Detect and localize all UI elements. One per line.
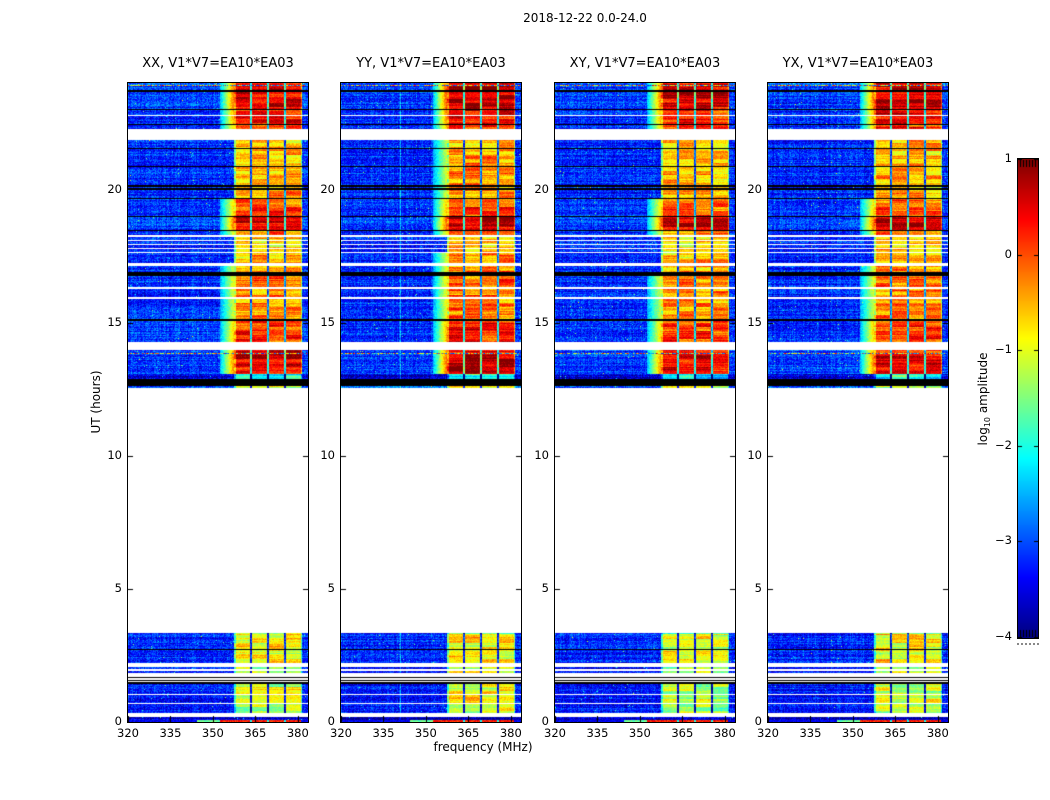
heatmap-canvas-xx — [128, 83, 308, 722]
x-tick-label: 320 — [117, 726, 139, 740]
y-tick-label: 0 — [327, 714, 335, 728]
x-tick-label: 350 — [414, 726, 437, 740]
y-tick-label: 20 — [747, 181, 762, 196]
y-tick-label: 0 — [754, 714, 762, 728]
panel-xy — [554, 82, 736, 723]
x-tick-label: 380 — [286, 726, 309, 740]
colorbar-tick-label: −3 — [995, 533, 1012, 548]
x-tick-label: 335 — [372, 726, 395, 740]
x-tick-label: 365 — [884, 726, 907, 740]
colorbar-label: log10 amplitude — [976, 353, 992, 446]
y-tick-label: 5 — [327, 580, 335, 595]
x-tick-label: 335 — [586, 726, 609, 740]
heatmap-canvas-yy — [341, 83, 521, 722]
y-tick-label: 0 — [114, 714, 122, 728]
y-tick-label: 5 — [114, 580, 122, 595]
x-tick-label: 350 — [201, 726, 224, 740]
colorbar-tick-label: −1 — [995, 342, 1012, 357]
x-tick-label: 335 — [799, 726, 822, 740]
x-tick-label: 365 — [457, 726, 480, 740]
y-tick-label: 5 — [754, 580, 762, 595]
y-tick-label: 10 — [107, 447, 122, 462]
y-tick-label: 15 — [107, 314, 122, 329]
colorbar-label-suffix: amplitude — [975, 352, 990, 417]
colorbar-extend-dots — [1017, 643, 1039, 645]
panel-xx — [127, 82, 309, 723]
y-tick-label: 15 — [747, 314, 762, 329]
x-tick-label: 320 — [330, 726, 352, 740]
colorbar-tick-label: −2 — [995, 437, 1012, 452]
panel-yy — [340, 82, 522, 723]
figure-title: 2018-12-22 0.0-24.0 — [523, 11, 647, 25]
x-tick-label: 350 — [841, 726, 864, 740]
panel-title-xy: XY, V1*V7=EA10*EA03 — [569, 56, 721, 71]
x-tick-label: 365 — [671, 726, 694, 740]
x-tick-label: 380 — [713, 726, 736, 740]
colorbar-tick-label: 1 — [1004, 151, 1012, 165]
colorbar — [1017, 158, 1039, 639]
panel-title-yx: YX, V1*V7=EA10*EA03 — [782, 56, 934, 71]
panel-title-yy: YY, V1*V7=EA10*EA03 — [356, 56, 506, 71]
y-tick-label: 20 — [320, 181, 335, 196]
y-tick-label: 15 — [320, 314, 335, 329]
x-tick-label: 335 — [159, 726, 182, 740]
x-axis-label: frequency (MHz) — [433, 740, 533, 754]
x-tick-label: 380 — [499, 726, 522, 740]
panel-title-xx: XX, V1*V7=EA10*EA03 — [142, 56, 294, 71]
panel-yx — [767, 82, 949, 723]
x-tick-label: 320 — [757, 726, 779, 740]
y-tick-label: 10 — [320, 447, 335, 462]
y-tick-label: 20 — [107, 181, 122, 196]
heatmap-canvas-xy — [555, 83, 735, 722]
y-tick-label: 20 — [534, 181, 549, 196]
y-tick-label: 0 — [541, 714, 549, 728]
colorbar-tick-label: 0 — [1004, 246, 1012, 261]
x-tick-label: 320 — [544, 726, 566, 740]
x-tick-label: 365 — [244, 726, 267, 740]
colorbar-canvas — [1018, 159, 1038, 638]
y-tick-label: 10 — [534, 447, 549, 462]
colorbar-tick-label: −4 — [995, 629, 1012, 643]
colorbar-label-sub: 10 — [983, 416, 993, 428]
y-tick-label: 15 — [534, 314, 549, 329]
y-tick-label: 10 — [747, 447, 762, 462]
y-axis-label: UT (hours) — [89, 370, 103, 434]
y-tick-label: 5 — [541, 580, 549, 595]
x-tick-label: 380 — [926, 726, 949, 740]
x-tick-label: 350 — [628, 726, 651, 740]
heatmap-canvas-yx — [768, 83, 948, 722]
